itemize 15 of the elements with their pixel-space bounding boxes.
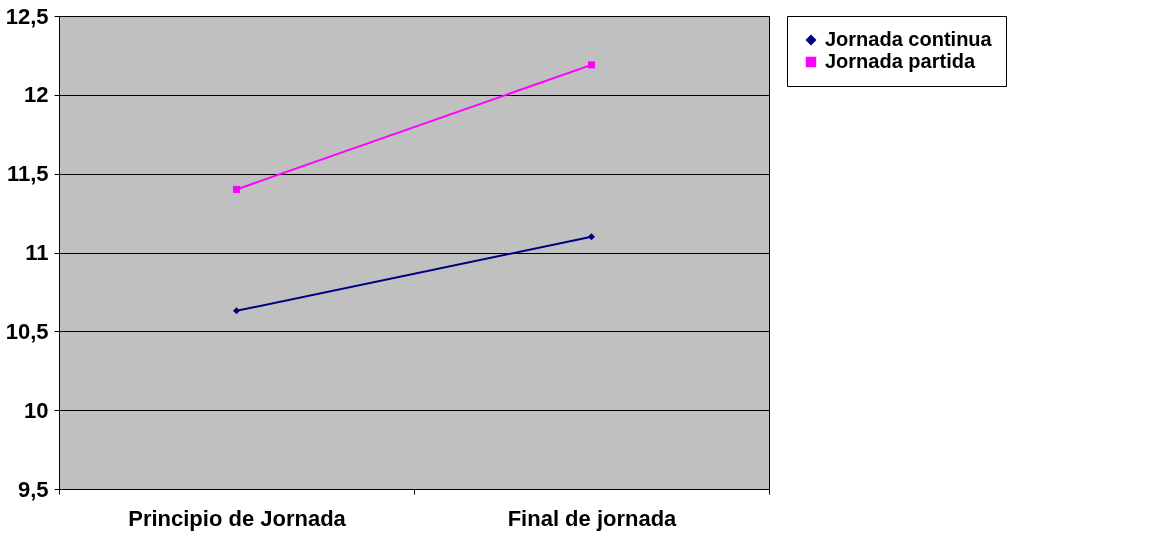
point [232, 185, 241, 193]
y-tick-label: 12 [24, 82, 49, 108]
y-tick-label: 9,5 [17, 476, 49, 502]
legend-label: Jornada partida [825, 50, 976, 72]
point [587, 233, 596, 241]
point [587, 61, 596, 69]
y-tick-label: 12,5 [5, 3, 49, 29]
point [232, 307, 241, 315]
y-tick-label: 10 [24, 397, 49, 423]
x-tick-label: Principio de Jornada [128, 505, 347, 531]
legend-label: Jornada continua [825, 28, 993, 50]
y-tick-label: 11 [25, 240, 49, 265]
y-tick-label: 11,5 [6, 161, 49, 187]
x-tick-label: Final de jornada [507, 505, 678, 531]
y-tick-label: 10,5 [5, 318, 49, 344]
